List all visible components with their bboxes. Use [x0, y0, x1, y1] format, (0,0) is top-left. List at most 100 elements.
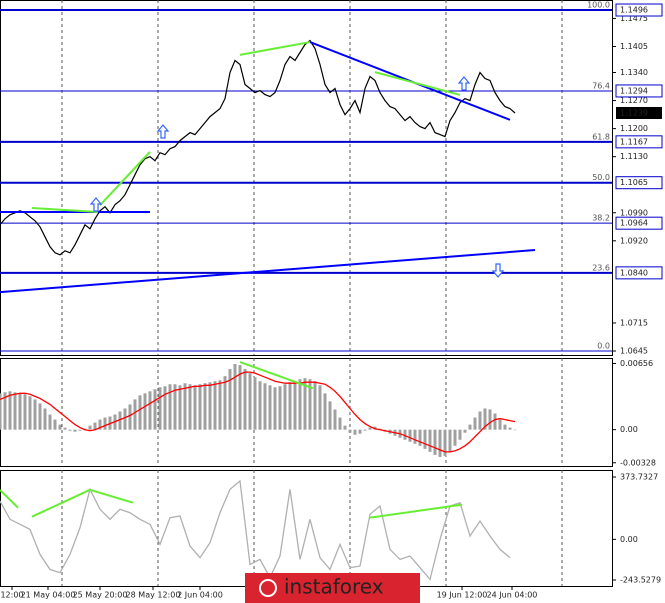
histogram-bar — [253, 377, 257, 430]
histogram-bar — [223, 376, 227, 430]
y-tick-label: 0.00 — [620, 425, 638, 434]
trendline — [31, 488, 91, 518]
histogram-bar — [268, 385, 272, 430]
x-tick-label: 12:00 — [0, 591, 23, 600]
x-tick-label: 21 May 04:00 — [21, 591, 76, 600]
histogram-bar — [473, 417, 477, 430]
histogram-bar — [0, 393, 2, 430]
down-arrow — [491, 263, 505, 278]
fib-label: 61.8 — [592, 132, 610, 141]
price-label: 1.0964 — [620, 219, 648, 228]
price-box — [615, 176, 663, 190]
histogram-bar — [118, 411, 122, 430]
histogram-bar — [263, 383, 267, 430]
watermark-text: instaforex — [284, 575, 384, 599]
histogram-bar — [303, 378, 307, 430]
histogram-bar — [143, 393, 147, 430]
histogram-bar — [193, 385, 197, 430]
histogram-bar — [198, 384, 202, 430]
histogram-bar — [488, 409, 492, 430]
histogram-bar — [28, 396, 32, 430]
histogram-bar — [448, 429, 452, 452]
histogram-bar — [88, 425, 92, 430]
x-tick-label: 19 Jun 12:00 — [437, 591, 488, 600]
price-label: 1.0840 — [620, 268, 648, 277]
watermark-icon — [259, 579, 277, 597]
y-tick-label: -243.5279 — [620, 575, 661, 584]
y-tick-label: 1.1200 — [620, 124, 648, 133]
histogram-bar — [123, 408, 127, 430]
histogram-bar — [298, 379, 302, 430]
x-tick-label: 24 Jun 04:00 — [487, 591, 538, 600]
trendline — [89, 488, 134, 504]
histogram-bar — [208, 382, 212, 430]
trendline — [0, 489, 19, 509]
x-tick-label: 2 Jun 04:00 — [177, 591, 223, 600]
y-tick-label: 1.0645 — [620, 346, 648, 355]
histogram-bar — [213, 381, 217, 430]
histogram-bar — [478, 411, 482, 430]
histogram-bar — [178, 385, 182, 430]
histogram-bar — [483, 408, 487, 430]
histogram-bar — [468, 424, 472, 430]
histogram-bar — [408, 429, 412, 442]
histogram-bar — [228, 369, 232, 430]
histogram-bar — [438, 429, 442, 457]
histogram-bar — [203, 383, 207, 430]
histogram-bar — [163, 386, 167, 430]
fib-label: 76.4 — [592, 81, 610, 90]
histogram-bar — [3, 392, 7, 430]
histogram-bar — [188, 384, 192, 430]
histogram-bar — [158, 387, 162, 430]
histogram-bar — [458, 429, 462, 440]
histogram-bar — [93, 422, 97, 430]
histogram-bar — [363, 429, 367, 431]
fib-label: 0.0 — [597, 341, 610, 350]
arrows — [89, 76, 505, 278]
price-box — [615, 84, 663, 98]
histogram-bar — [368, 427, 372, 430]
y-tick-label: 1.1405 — [620, 42, 648, 51]
histogram-bar — [503, 424, 507, 430]
watermark: instaforex — [245, 573, 420, 603]
histogram-bar — [463, 429, 467, 433]
series-line — [0, 39, 516, 256]
price-box — [615, 216, 663, 230]
histogram-bar — [23, 394, 27, 430]
histogram-bar — [348, 429, 352, 433]
watermark-bg — [245, 573, 420, 603]
trendline — [239, 41, 311, 56]
histogram-bar — [73, 429, 77, 432]
histogram-bar — [243, 369, 247, 430]
y-tick-label: 0.00 — [620, 535, 638, 544]
histogram-bar — [128, 404, 132, 430]
histogram-bar — [38, 403, 42, 430]
fib-label: 23.6 — [592, 263, 610, 272]
y-tick-label: -0.00328 — [620, 458, 656, 467]
histogram-bar — [138, 395, 142, 430]
fib-label: 38.2 — [592, 214, 610, 223]
histogram-bar — [18, 393, 22, 430]
histogram-bar — [433, 429, 437, 455]
histogram-bar — [293, 381, 297, 430]
histogram-bar — [423, 429, 427, 449]
trendline — [239, 361, 314, 390]
histogram-bar — [168, 384, 172, 430]
y-tick-label: 1.0920 — [620, 236, 648, 245]
histogram-bar — [48, 414, 52, 430]
histogram-bar — [443, 429, 447, 456]
histogram-bar — [353, 429, 357, 435]
histogram-bar — [183, 383, 187, 430]
trendline — [0, 249, 536, 294]
histogram-bar — [508, 427, 512, 430]
x-tick-label: 25 May 20:00 — [73, 591, 128, 600]
price-box — [615, 266, 663, 280]
histogram-bar — [333, 409, 337, 430]
x-tick-label: 28 May 12:00 — [126, 591, 181, 600]
histogram-bar — [98, 419, 102, 430]
histogram-bar — [498, 419, 502, 430]
histogram-bar — [358, 429, 362, 434]
histogram-bar — [13, 392, 17, 430]
